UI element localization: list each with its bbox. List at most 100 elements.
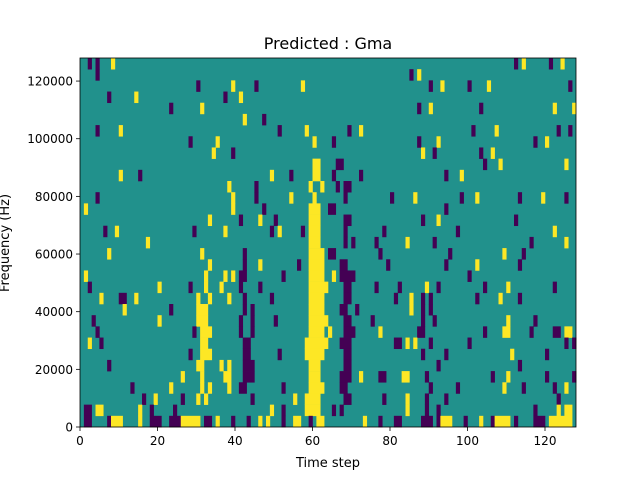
heatmap-cell-low [297, 259, 302, 271]
heatmap-cell-low [95, 69, 100, 81]
heatmap-cell-low [467, 80, 472, 92]
heatmap-cell-high [440, 80, 445, 92]
heatmap-cell-high [440, 415, 453, 428]
heatmap-cell-high [308, 225, 321, 238]
heatmap-cell-low [238, 281, 244, 294]
heatmap-cell-high [405, 393, 410, 405]
heatmap-cell-low [533, 404, 538, 417]
heatmap-cell-high [219, 359, 224, 372]
heatmap-cell-low [436, 281, 441, 294]
heatmap-cell-low [378, 415, 383, 428]
heatmap-cell-high [308, 359, 321, 372]
heatmap-cell-high [312, 169, 321, 182]
heatmap-cell-high [502, 382, 507, 394]
heatmap-background [80, 58, 576, 427]
heatmap-cell-high [269, 404, 275, 417]
heatmap-cell-high [204, 393, 209, 405]
heatmap-cell-high [215, 136, 220, 148]
heatmap-cell-low [421, 214, 426, 227]
heatmap-cell-high [83, 270, 89, 282]
heatmap-cell-high [548, 415, 561, 428]
heatmap-cell-high [207, 214, 213, 227]
heatmap-cell-low [343, 192, 348, 204]
heatmap-cell-low [188, 281, 193, 294]
heatmap-cell-low [196, 80, 201, 92]
heatmap-cell-low [347, 125, 352, 137]
heatmap-cell-high [308, 304, 325, 316]
heatmap-cell-low [188, 348, 193, 361]
heatmap-cell-low [424, 371, 430, 383]
heatmap-cell-high [180, 415, 201, 428]
heatmap-cell-high [83, 203, 89, 215]
heatmap-cell-low [242, 348, 251, 361]
heatmap-cell-low [242, 304, 247, 316]
x-tick-label: 100 [456, 434, 479, 448]
heatmap-cell-low [467, 337, 472, 350]
heatmap-cell-low [545, 348, 550, 361]
heatmap-cell-low [514, 214, 519, 227]
heatmap-cell-high [510, 348, 515, 361]
heatmap-cell-high [200, 102, 205, 115]
y-tick-label: 60000 [35, 248, 73, 262]
heatmap-cell-high [157, 281, 162, 294]
heatmap-cell-high [331, 270, 337, 282]
heatmap-cell-high [564, 158, 569, 171]
heatmap-cell-high [312, 136, 317, 148]
heatmap-cell-high [506, 281, 511, 294]
heatmap-cell-low [339, 304, 348, 316]
heatmap-cell-low [169, 415, 182, 428]
heatmap-cell-high [428, 102, 433, 115]
heatmap-cell-high [111, 58, 116, 70]
heatmap-cell-high [312, 158, 321, 171]
heatmap-cell-high [572, 102, 577, 115]
heatmap-cell-low [428, 337, 433, 350]
heatmap-cell-high [506, 371, 511, 383]
heatmap-cell-low [552, 281, 557, 294]
heatmap-cell-high [308, 203, 321, 215]
heatmap-cell-high [328, 326, 333, 338]
heatmap-cell-low [269, 292, 275, 305]
heatmap-cell-high [207, 259, 213, 271]
heatmap-cell-high [227, 359, 232, 372]
heatmap-cell-low [250, 304, 255, 316]
heatmap-cell-high [242, 113, 247, 126]
heatmap-cell-high [564, 382, 569, 394]
heatmap-cell-low [444, 169, 449, 182]
heatmap-cell-high [118, 169, 123, 182]
heatmap-cell-low [273, 214, 278, 227]
heatmap-cell-low [382, 225, 387, 238]
heatmap-cell-low [421, 348, 426, 361]
heatmap-cell-high [200, 337, 209, 350]
heatmap-cell-high [545, 136, 550, 148]
heatmap-cell-low [378, 248, 383, 260]
heatmap-cell-high [308, 214, 321, 227]
x-axis: 0 20 40 60 80 100 120 [76, 427, 556, 448]
heatmap-cell-low [254, 80, 259, 92]
heatmap-cell-high [196, 315, 209, 327]
heatmap-cell-low [343, 393, 352, 405]
heatmap-cell-high [293, 393, 298, 405]
heatmap-cell-high [200, 371, 205, 383]
heatmap-cell-low [281, 415, 286, 428]
heatmap-cell-high [153, 393, 158, 405]
heatmap-cell-low [568, 125, 573, 137]
heatmap-cell-high [308, 270, 325, 282]
heatmap-cell-low [421, 304, 426, 316]
heatmap-cell-low [483, 158, 488, 171]
heatmap-cell-low [149, 404, 154, 417]
heatmap-cell-low [269, 225, 275, 238]
heatmap-cell-high [238, 91, 244, 104]
heatmap-cell-low [242, 292, 247, 305]
heatmap-cell-low [533, 315, 538, 327]
heatmap-cell-low [339, 382, 348, 394]
heatmap-cell-high [409, 292, 414, 305]
heatmap-cell-low [258, 281, 263, 294]
heatmap-cell-low [242, 259, 247, 271]
heatmap-cell-high [204, 270, 209, 282]
heatmap-cells [80, 58, 577, 428]
x-tick-label: 60 [305, 434, 320, 448]
heatmap-cell-low [548, 58, 554, 70]
heatmap-cell-low [355, 304, 360, 316]
heatmap-cell-high [556, 404, 561, 417]
